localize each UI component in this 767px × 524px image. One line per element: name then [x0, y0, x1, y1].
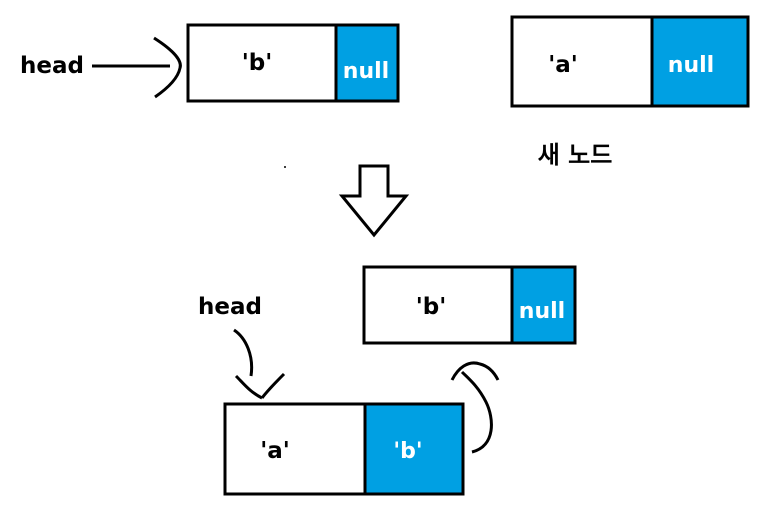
top-new-node-value-cell — [510, 15, 654, 108]
bottom-node-b-next-cell — [510, 265, 577, 345]
bottom-node-a-value: 'a' — [260, 438, 290, 464]
down-arrow-icon — [338, 164, 410, 238]
bottom-node-a-next: 'b' — [393, 439, 422, 464]
top-new-node-next-cell — [650, 15, 750, 108]
bottom-node-b-value: 'b' — [416, 294, 447, 320]
bottom-node-b: 'b' null — [362, 265, 577, 345]
top-new-node-value: 'a' — [548, 52, 578, 78]
bottom-head-label: head — [198, 294, 262, 320]
bottom-node-a: 'a' 'b' — [223, 402, 465, 496]
bottom-head-arrow — [233, 328, 286, 400]
new-node-caption: 새 노드 — [538, 141, 613, 169]
top-new-node: 'a' null — [510, 15, 750, 108]
bottom-node-a-next-cell — [363, 402, 465, 496]
next-pointer-arrow — [450, 361, 500, 454]
stray-dot — [284, 166, 286, 168]
bottom-node-a-value-cell — [223, 402, 367, 496]
top-new-node-next: null — [668, 53, 714, 78]
top-list-node-next: null — [343, 59, 389, 84]
top-head-label: head — [20, 53, 84, 79]
top-head-arrow — [92, 36, 182, 99]
top-list-node-value-cell — [186, 23, 338, 103]
bottom-node-b-next: null — [519, 299, 565, 324]
top-list-node: 'b' null — [186, 23, 400, 103]
top-list-node-next-cell — [334, 23, 400, 103]
top-list-node-value: 'b' — [242, 50, 273, 76]
